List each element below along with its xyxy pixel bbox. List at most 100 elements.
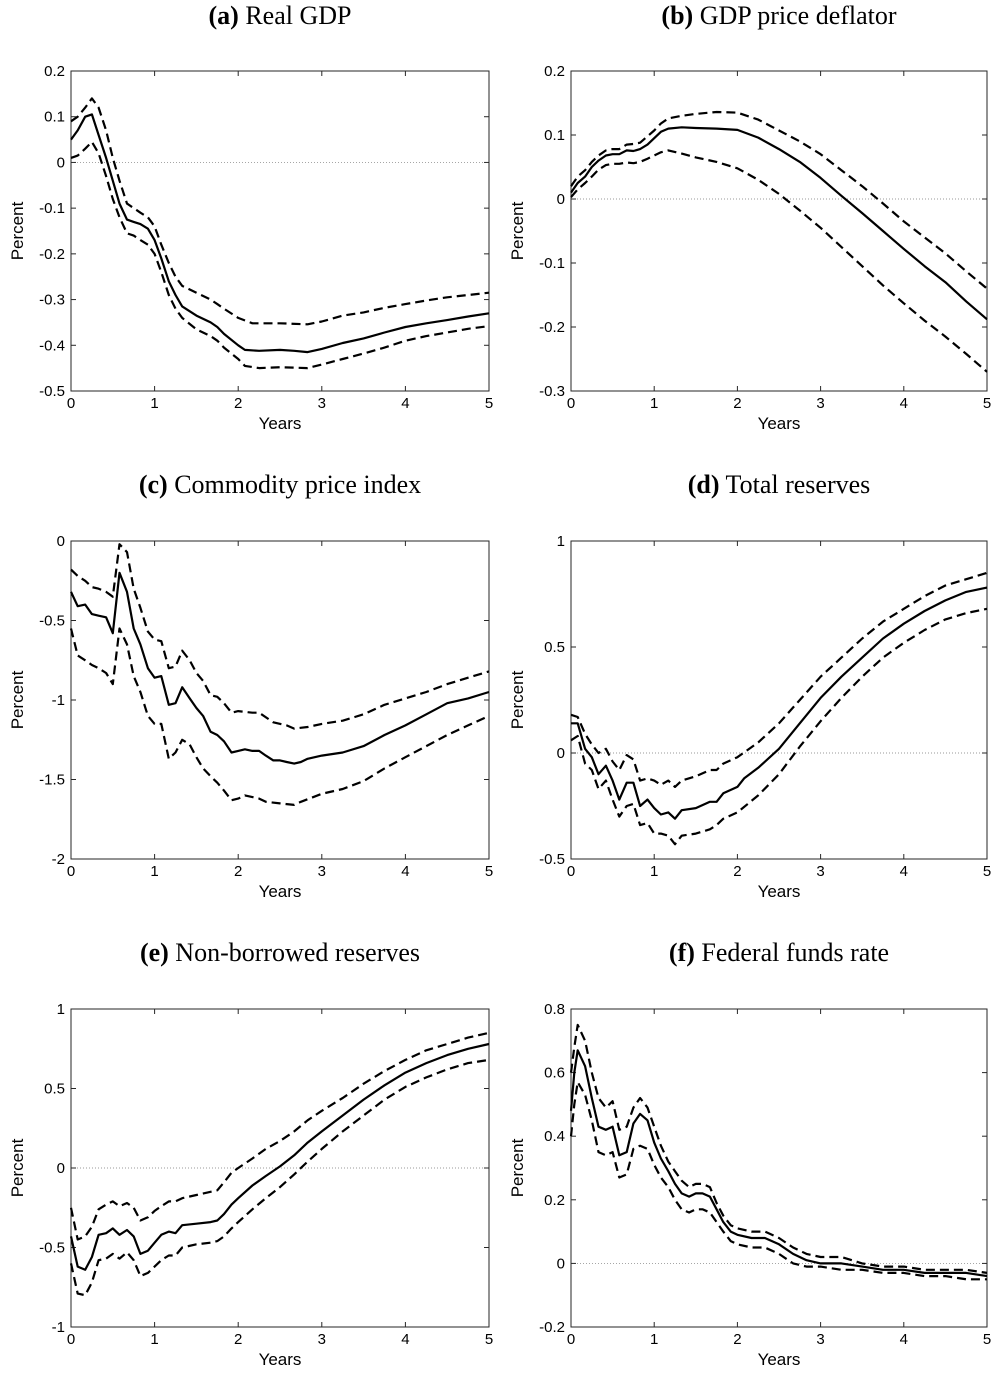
y-tick-label: 0.1 bbox=[544, 127, 565, 144]
x-tick-label: 1 bbox=[650, 863, 658, 880]
x-tick-label: 1 bbox=[150, 395, 158, 412]
x-tick-label: 4 bbox=[900, 863, 908, 880]
x-tick-label: 2 bbox=[234, 395, 242, 412]
x-tick-label: 5 bbox=[485, 395, 493, 412]
x-tick-label: 1 bbox=[150, 1331, 158, 1348]
y-tick-label: 1 bbox=[57, 1001, 65, 1018]
y-tick-label: 0 bbox=[557, 745, 565, 762]
series-line-upper-band bbox=[570, 110, 988, 290]
series-line-median bbox=[570, 126, 988, 321]
series-line-lower-band bbox=[69, 1058, 490, 1297]
y-tick-label: -0.4 bbox=[39, 337, 65, 354]
y-axis-label: Percent bbox=[508, 1138, 527, 1197]
series-line-median bbox=[569, 1049, 988, 1278]
panel-b: (b) GDP price deflator 0 1 2 3 4 5 -0.3 -0.2 -0.1… bbox=[508, 1, 991, 433]
x-tick-label: 5 bbox=[983, 863, 991, 880]
x-tick-label: 0 bbox=[567, 863, 575, 880]
axes-box bbox=[570, 1008, 988, 1328]
x-tick-label: 2 bbox=[733, 863, 741, 880]
series-line-lower-band bbox=[70, 140, 490, 370]
panel-title-text: Non-borrowed reserves bbox=[169, 938, 420, 967]
y-axis-label: Percent bbox=[508, 201, 527, 260]
x-tick-label: 3 bbox=[318, 395, 326, 412]
x-tick-label: 4 bbox=[401, 863, 409, 880]
x-tick-label: 1 bbox=[650, 1331, 658, 1348]
x-tick-label: 3 bbox=[318, 863, 326, 880]
x-tick-label: 4 bbox=[401, 1331, 409, 1348]
x-tick-label: 4 bbox=[900, 1331, 908, 1348]
panel-title: (e) Non-borrowed reserves bbox=[140, 938, 420, 967]
series-line-upper-band bbox=[70, 97, 490, 326]
y-axis-label: Percent bbox=[8, 201, 27, 260]
series-line-upper-band bbox=[69, 1031, 490, 1241]
x-tick-label: 0 bbox=[567, 395, 575, 412]
x-tick-label: 5 bbox=[485, 863, 493, 880]
axes-box bbox=[70, 70, 490, 392]
x-tick-label: 5 bbox=[983, 1331, 991, 1348]
axes-box bbox=[570, 70, 988, 392]
y-tick-label: -0.3 bbox=[539, 383, 565, 400]
series-line-upper-band bbox=[70, 543, 490, 730]
y-tick-label: -1.5 bbox=[39, 772, 65, 789]
panel-title: (a) Real GDP bbox=[209, 1, 352, 30]
x-tick-label: 4 bbox=[900, 395, 908, 412]
y-tick-label: 0.2 bbox=[544, 63, 565, 80]
x-tick-label: 3 bbox=[816, 395, 824, 412]
y-axis-label: Percent bbox=[8, 670, 27, 729]
x-axis-label: Years bbox=[259, 882, 302, 901]
x-axis-label: Years bbox=[259, 1350, 302, 1369]
x-tick-label: 3 bbox=[816, 863, 824, 880]
y-tick-label: 0.5 bbox=[544, 639, 565, 656]
panel-tag: (c) bbox=[139, 470, 168, 499]
y-tick-label: 0.4 bbox=[544, 1128, 565, 1145]
series-line-median bbox=[571, 586, 988, 820]
y-tick-label: -0.3 bbox=[39, 292, 65, 309]
y-tick-label: 0.6 bbox=[544, 1065, 565, 1082]
y-tick-label: 1 bbox=[557, 533, 565, 550]
panel-tag: (b) bbox=[661, 1, 693, 30]
y-tick-label: -0.5 bbox=[39, 613, 65, 630]
panel-title: (c) Commodity price index bbox=[139, 470, 421, 499]
y-tick-label: 0 bbox=[57, 154, 65, 171]
x-tick-label: 3 bbox=[816, 1331, 824, 1348]
panel-e: (e) Non-borrowed reserves 0 1 2 3 4 5 -1 -0.5 0 0.… bbox=[8, 938, 493, 1369]
y-tick-label: -0.5 bbox=[539, 851, 565, 868]
y-axis-label: Percent bbox=[8, 1138, 27, 1197]
y-tick-label: 0.8 bbox=[544, 1001, 565, 1018]
series-line-upper-band bbox=[570, 571, 988, 788]
x-tick-label: 2 bbox=[733, 395, 741, 412]
y-tick-label: -0.1 bbox=[539, 255, 565, 272]
panel-tag: (e) bbox=[140, 938, 169, 967]
series-line-lower-band bbox=[570, 607, 988, 846]
y-tick-label: -1 bbox=[52, 1319, 65, 1336]
panel-title: (d) Total reserves bbox=[688, 470, 871, 499]
series-line-lower-band bbox=[570, 149, 988, 373]
x-axis-label: Years bbox=[259, 414, 302, 433]
y-tick-label: -0.1 bbox=[39, 200, 65, 217]
y-tick-label: 0.5 bbox=[44, 1081, 65, 1098]
y-tick-label: 0.2 bbox=[544, 1192, 565, 1209]
x-tick-label: 3 bbox=[318, 1331, 326, 1348]
panel-tag: (f) bbox=[669, 938, 695, 967]
x-tick-label: 0 bbox=[67, 1331, 75, 1348]
x-axis-label: Years bbox=[758, 414, 801, 433]
panel-title-text: Total reserves bbox=[720, 470, 871, 499]
x-tick-label: 2 bbox=[733, 1331, 741, 1348]
x-tick-label: 4 bbox=[401, 395, 409, 412]
y-axis-label: Percent bbox=[508, 670, 527, 729]
series-line-median bbox=[70, 571, 490, 765]
x-tick-label: 1 bbox=[650, 395, 658, 412]
panel-tag: (a) bbox=[209, 1, 239, 30]
y-tick-label: -1 bbox=[52, 692, 65, 709]
y-tick-label: 0 bbox=[57, 1160, 65, 1177]
panel-title-text: GDP price deflator bbox=[693, 1, 897, 30]
series-line-median bbox=[70, 113, 490, 354]
x-tick-label: 0 bbox=[567, 1331, 575, 1348]
y-tick-label: -0.2 bbox=[39, 246, 65, 263]
y-tick-label: -0.5 bbox=[39, 1240, 65, 1257]
panel-title-text: Federal funds rate bbox=[695, 938, 889, 967]
y-tick-label: 0.1 bbox=[44, 109, 65, 126]
y-tick-label: 0 bbox=[57, 533, 65, 550]
y-tick-label: -0.5 bbox=[39, 383, 65, 400]
